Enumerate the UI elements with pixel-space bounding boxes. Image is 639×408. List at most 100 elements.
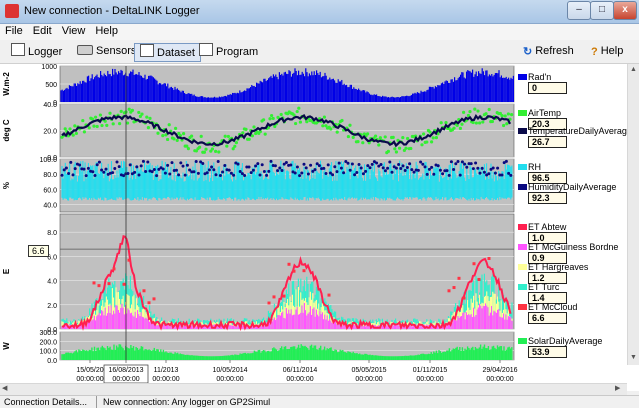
- airtemp-point: [500, 114, 503, 117]
- dataset-label: Dataset: [157, 47, 195, 59]
- humidity-daily-average-point: [384, 169, 387, 172]
- logger-button[interactable]: Logger: [6, 43, 67, 60]
- et-mccloud-point: [128, 259, 131, 262]
- refresh-button[interactable]: ↻ Refresh: [518, 43, 579, 60]
- dataset-button[interactable]: Dataset: [134, 43, 201, 62]
- humidity-daily-average-point: [369, 166, 372, 169]
- airtemp-point: [352, 136, 355, 139]
- menu-help[interactable]: Help: [90, 24, 123, 37]
- menu-edit[interactable]: Edit: [28, 24, 57, 37]
- vertical-scrollbar[interactable]: ▲ ▼: [627, 64, 639, 365]
- x-tick-date: 29/04/2016: [482, 367, 517, 374]
- y-tick-label: 1000: [41, 64, 57, 71]
- y-tick-label: 2.0: [47, 303, 57, 310]
- y-axis-label: E: [2, 268, 11, 274]
- airtemp-point: [156, 132, 159, 135]
- legend-label[interactable]: AirTemp: [528, 108, 561, 118]
- humidity-daily-average-point: [406, 166, 409, 169]
- legend-label[interactable]: ET McGuiness Bordne: [528, 242, 618, 252]
- scroll-up-arrow-icon[interactable]: ▲: [630, 66, 637, 73]
- airtemp-point: [406, 137, 409, 140]
- humidity-daily-average-point: [428, 168, 431, 171]
- airtemp-point: [131, 109, 134, 112]
- legend-value: 6.6: [528, 312, 567, 324]
- airtemp-point: [440, 121, 443, 124]
- airtemp-point: [475, 121, 478, 124]
- airtemp-point: [481, 120, 484, 123]
- humidity-daily-average-point: [314, 168, 317, 171]
- airtemp-point: [395, 150, 398, 153]
- legend-label[interactable]: ET McCloud: [528, 302, 577, 312]
- y-axis-label: deg C: [2, 119, 11, 141]
- humidity-daily-average-point: [417, 169, 420, 172]
- humidity-daily-average-point: [177, 173, 180, 176]
- airtemp-point: [94, 116, 97, 119]
- humidity-daily-average-point: [353, 173, 356, 176]
- humidity-daily-average-point: [340, 167, 343, 170]
- logger-label: Logger: [28, 46, 62, 58]
- airtemp-point: [336, 131, 339, 134]
- scroll-down-arrow-icon[interactable]: ▼: [630, 354, 637, 361]
- legend-label[interactable]: SolarDailyAverage: [528, 336, 602, 346]
- airtemp-point: [299, 120, 302, 123]
- humidity-daily-average-point: [252, 169, 255, 172]
- airtemp-point: [137, 111, 140, 114]
- humidity-daily-average-point: [395, 167, 398, 170]
- humidity-daily-average-point: [298, 174, 301, 177]
- humidity-daily-average-point: [355, 171, 358, 174]
- humidity-daily-average-point: [278, 166, 281, 169]
- cursor-value-label: 6.6: [28, 245, 49, 257]
- humidity-daily-average-point: [146, 161, 149, 164]
- et-mccloud-point: [463, 297, 466, 300]
- humidity-daily-average-point: [223, 164, 226, 167]
- humidity-daily-average-point: [296, 166, 299, 169]
- legend-label[interactable]: HumidityDailyAverage: [528, 182, 616, 192]
- airtemp-point: [233, 145, 236, 148]
- humidity-daily-average-point: [116, 161, 119, 164]
- legend-label[interactable]: ET Turc: [528, 282, 559, 292]
- menu-view[interactable]: View: [57, 24, 91, 37]
- help-button[interactable]: ? Help: [586, 43, 628, 60]
- maximize-button[interactable]: □: [590, 1, 614, 20]
- legend-label[interactable]: ET Abtew: [528, 222, 566, 232]
- logger-icon: [11, 43, 25, 56]
- airtemp-point: [262, 118, 265, 121]
- program-button[interactable]: Program: [194, 43, 263, 60]
- humidity-daily-average-point: [219, 174, 222, 177]
- legend-swatch: [518, 244, 527, 250]
- sensors-button[interactable]: Sensors: [72, 43, 141, 60]
- airtemp-point: [166, 138, 169, 141]
- airtemp-point: [225, 144, 228, 147]
- humidity-daily-average-point: [325, 172, 328, 175]
- legend-value: 26.7: [528, 136, 567, 148]
- humidity-daily-average-point: [432, 173, 435, 176]
- humidity-daily-average-point: [175, 169, 178, 172]
- scroll-left-arrow-icon[interactable]: ◀: [2, 384, 7, 392]
- x-tick-date: 15/05/20: [76, 367, 103, 374]
- airtemp-point: [468, 110, 471, 113]
- horizontal-scrollbar[interactable]: ◀ ▶: [0, 383, 627, 395]
- close-button[interactable]: x: [613, 1, 637, 20]
- airtemp-point: [81, 119, 84, 122]
- legend-label[interactable]: ET Hargreaves: [528, 262, 588, 272]
- legend-label[interactable]: Rad'n: [528, 72, 551, 82]
- humidity-daily-average-point: [274, 164, 277, 167]
- menu-file[interactable]: File: [0, 24, 28, 37]
- airtemp-point: [297, 107, 300, 110]
- humidity-daily-average-point: [248, 166, 251, 169]
- menu-bar: File Edit View Help: [0, 24, 639, 40]
- airtemp-point: [145, 116, 148, 119]
- humidity-daily-average-point: [448, 174, 451, 177]
- airtemp-point: [472, 121, 475, 124]
- scroll-right-arrow-icon[interactable]: ▶: [615, 384, 620, 392]
- airtemp-point: [244, 128, 247, 131]
- legend-label[interactable]: TemperatureDailyAverage: [528, 126, 632, 136]
- airtemp-point: [393, 147, 396, 150]
- connection-details-link[interactable]: Connection Details...: [4, 396, 87, 408]
- airtemp-point: [404, 147, 407, 150]
- airtemp-point: [203, 151, 206, 154]
- humidity-daily-average-point: [430, 166, 433, 169]
- legend-label[interactable]: RH: [528, 162, 541, 172]
- airtemp-point: [241, 131, 244, 134]
- minimize-button[interactable]: –: [567, 1, 591, 20]
